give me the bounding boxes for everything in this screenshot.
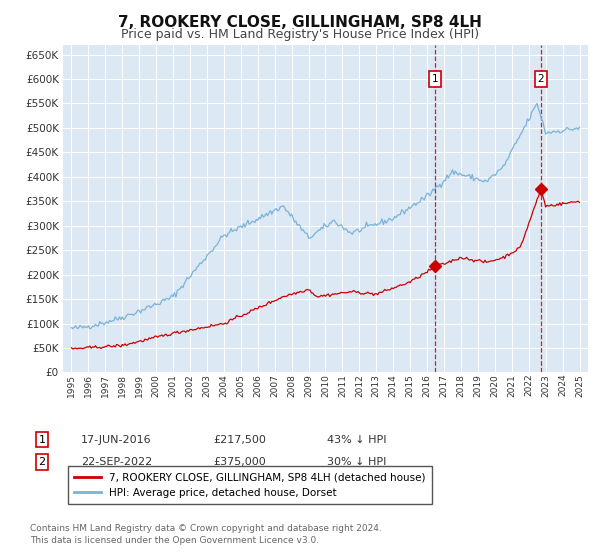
Text: £217,500: £217,500: [213, 435, 266, 445]
Text: £375,000: £375,000: [213, 457, 266, 467]
Text: 43% ↓ HPI: 43% ↓ HPI: [327, 435, 386, 445]
Text: 30% ↓ HPI: 30% ↓ HPI: [327, 457, 386, 467]
Text: 2: 2: [538, 74, 544, 84]
Text: Contains HM Land Registry data © Crown copyright and database right 2024.
This d: Contains HM Land Registry data © Crown c…: [30, 524, 382, 545]
Text: 22-SEP-2022: 22-SEP-2022: [81, 457, 152, 467]
Text: 2: 2: [38, 457, 46, 467]
Text: 1: 1: [38, 435, 46, 445]
Text: 1: 1: [431, 74, 438, 84]
Text: 17-JUN-2016: 17-JUN-2016: [81, 435, 152, 445]
Text: Price paid vs. HM Land Registry's House Price Index (HPI): Price paid vs. HM Land Registry's House …: [121, 28, 479, 41]
Legend: 7, ROOKERY CLOSE, GILLINGHAM, SP8 4LH (detached house), HPI: Average price, deta: 7, ROOKERY CLOSE, GILLINGHAM, SP8 4LH (d…: [68, 466, 431, 504]
Text: 7, ROOKERY CLOSE, GILLINGHAM, SP8 4LH: 7, ROOKERY CLOSE, GILLINGHAM, SP8 4LH: [118, 15, 482, 30]
